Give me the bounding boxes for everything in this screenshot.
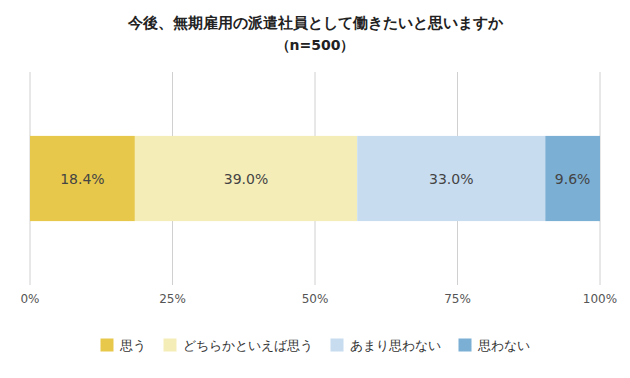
legend-swatch: [164, 339, 177, 352]
grid: [30, 72, 600, 285]
legend-swatch: [331, 339, 344, 352]
data-label: 39.0%: [224, 171, 268, 187]
legend-swatch: [459, 339, 472, 352]
bars: [30, 136, 600, 221]
bar-segment: [135, 136, 357, 221]
legend-label: 思う: [119, 338, 146, 353]
chart-svg: 今後、無期雇用の派遣社員として働きたいと思いますか （n=500） 0% 25% 50%…: [0, 0, 630, 378]
legend-item: 思わない: [459, 338, 530, 353]
tick-label: 0%: [20, 292, 39, 306]
tick-label: 25%: [159, 292, 186, 306]
legend-swatch: [101, 339, 114, 352]
data-label: 33.0%: [429, 171, 473, 187]
tick-label: 75%: [444, 292, 471, 306]
bar-segment: [357, 136, 545, 221]
tick-label: 100%: [583, 292, 617, 306]
tick-label: 50%: [302, 292, 329, 306]
chart-container: 今後、無期雇用の派遣社員として働きたいと思いますか （n=500） 0% 25% 50%…: [0, 0, 630, 378]
legend-label: あまり思わない: [350, 338, 441, 353]
title: 今後、無期雇用の派遣社員として働きたいと思いますか: [127, 14, 504, 32]
x-axis: 0% 25% 50% 75% 100%: [20, 292, 617, 306]
data-label: 9.6%: [555, 171, 591, 187]
legend-item: 思う: [101, 338, 146, 353]
subtitle: （n=500）: [276, 37, 355, 53]
bar-segment: [545, 136, 600, 221]
legend-label: どちらかといえば思う: [183, 338, 313, 353]
data-label: 18.4%: [60, 171, 104, 187]
legend: 思う どちらかといえば思う あまり思わない 思わない: [101, 338, 530, 353]
data-labels: 18.4% 39.0% 33.0% 9.6%: [60, 171, 590, 187]
legend-item: どちらかといえば思う: [164, 338, 313, 353]
legend-item: あまり思わない: [331, 338, 441, 353]
legend-label: 思わない: [477, 338, 530, 353]
bar-segment: [30, 136, 135, 221]
